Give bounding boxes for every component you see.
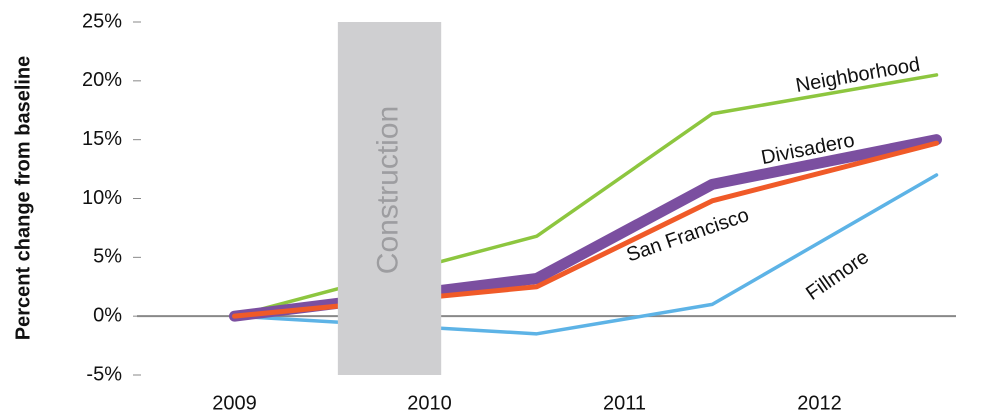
- x-tick-label: 2011: [603, 392, 646, 414]
- y-tick-label: -5%: [86, 363, 122, 385]
- y-tick-label: 10%: [82, 187, 122, 209]
- x-tick-label: 2010: [407, 392, 452, 414]
- construction-band: [337, 22, 442, 375]
- series-label: Fillmore: [802, 246, 873, 305]
- x-tick-label: 2012: [797, 392, 842, 414]
- y-tick-label: 20%: [82, 69, 122, 91]
- series-label: Neighborhood: [794, 54, 922, 97]
- construction-label: Construction: [371, 106, 404, 274]
- y-tick-label: 25%: [82, 10, 122, 32]
- y-tick-label: 5%: [93, 246, 122, 268]
- y-tick-label: 0%: [93, 304, 122, 326]
- y-axis-label: Percent change from baseline: [12, 56, 34, 341]
- y-tick-label: 15%: [82, 128, 122, 150]
- x-tick-label: 2009: [212, 392, 257, 414]
